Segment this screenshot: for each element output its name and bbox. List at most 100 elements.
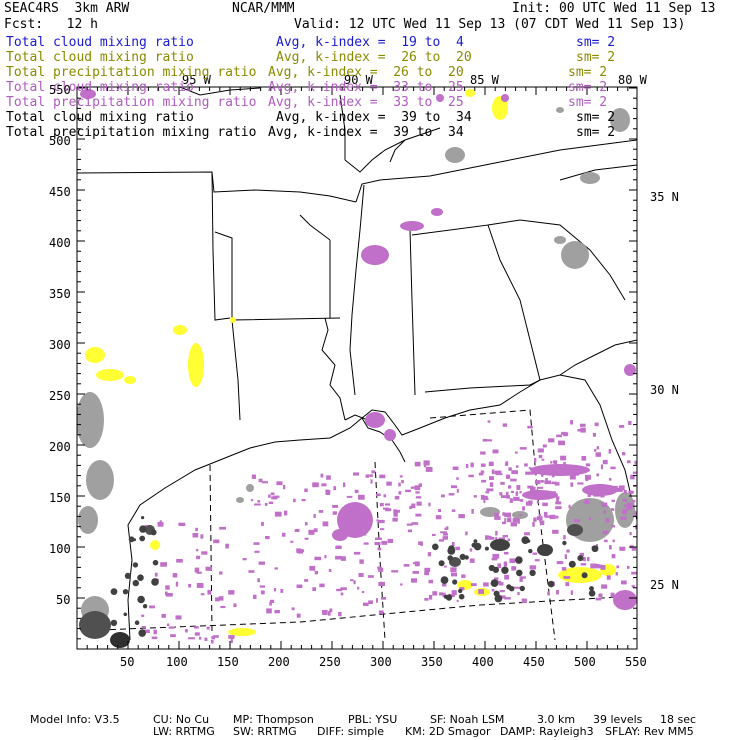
- violet-speck: [495, 530, 498, 536]
- violet-speck: [508, 485, 512, 489]
- violet-speck: [623, 490, 627, 494]
- violet-speck: [370, 479, 373, 484]
- violet-speck: [363, 602, 369, 606]
- dark-specks: [110, 516, 599, 637]
- dark-speck: [458, 588, 463, 594]
- violet-speck: [297, 549, 303, 554]
- violet-speck: [521, 598, 527, 604]
- violet-speck: [519, 447, 527, 450]
- violet-speck: [452, 466, 459, 470]
- violet-speck: [336, 588, 343, 592]
- violet-speck: [274, 567, 278, 570]
- violet-speck: [626, 502, 634, 507]
- violet-speck: [220, 606, 226, 609]
- violet-speck: [257, 500, 261, 503]
- violet-speck: [321, 483, 327, 487]
- violet-speck: [450, 567, 457, 573]
- violet-speck: [312, 482, 319, 488]
- violet-speck: [542, 444, 547, 448]
- violet-speck: [481, 479, 487, 483]
- violet-speck: [192, 533, 199, 538]
- legend-sm: sm= 2: [568, 95, 608, 110]
- violet-speck: [544, 515, 551, 518]
- violet-speck: [489, 537, 495, 540]
- x-tick-label: 550: [625, 655, 647, 669]
- dark-speck: [447, 555, 454, 561]
- violet-speck: [483, 499, 486, 504]
- violet-speck: [428, 502, 431, 507]
- violet-speck: [634, 460, 637, 465]
- violet-speck: [375, 493, 381, 497]
- violet-speck: [568, 504, 571, 509]
- violet-speck: [536, 501, 540, 504]
- violet-speck: [386, 508, 392, 512]
- legend-avg: Avg, k-index = 33 to 25: [268, 80, 464, 95]
- violet-speck: [344, 516, 349, 519]
- y-tick-label: 150: [49, 491, 71, 505]
- violet-speck: [280, 589, 284, 593]
- violet-speck: [456, 488, 459, 493]
- violet-speck: [378, 581, 385, 586]
- dark-speck: [515, 556, 523, 564]
- legend-sm: sm= 2: [576, 125, 616, 140]
- violet-speck: [274, 610, 280, 614]
- violet-speck: [348, 521, 354, 525]
- violet-speck: [368, 600, 373, 604]
- violet-speck: [418, 483, 422, 487]
- violet-speck: [500, 495, 507, 498]
- violet-speck: [519, 578, 523, 582]
- violet-speck: [596, 446, 600, 450]
- violet-speck: [432, 533, 436, 536]
- x-tick-label: 350: [421, 655, 443, 669]
- violet-speck: [466, 463, 469, 469]
- axis-ticks: [76, 87, 637, 650]
- violet-speck: [423, 465, 427, 468]
- violet-speck: [350, 579, 354, 582]
- dark-speck: [588, 590, 596, 597]
- violet-speck: [378, 567, 384, 572]
- violet-speck: [628, 420, 632, 425]
- violet-speck: [451, 572, 457, 577]
- violet-speck: [471, 583, 477, 586]
- violet-speck: [340, 587, 347, 591]
- legend-sm: sm= 2: [576, 110, 616, 125]
- violet-speck: [151, 636, 158, 640]
- violet-speck: [563, 462, 566, 465]
- violet-speck: [545, 478, 548, 483]
- violet-speck: [196, 555, 201, 560]
- violet-speck: [528, 500, 533, 505]
- violet-speck: [499, 590, 505, 593]
- violet-speck: [296, 613, 301, 618]
- violet-speck: [511, 470, 518, 475]
- violet-speck: [577, 429, 582, 432]
- violet-speck: [552, 529, 559, 534]
- violet-speck: [378, 519, 385, 524]
- violet-speck: [391, 570, 399, 573]
- violet-speck: [319, 583, 325, 588]
- violet-speck: [365, 474, 369, 478]
- violet-speck: [450, 485, 458, 489]
- violet-speck: [629, 532, 632, 536]
- violet-speck: [611, 485, 618, 490]
- dark-speck: [124, 572, 131, 580]
- violet-speck: [451, 509, 456, 512]
- violet-speck: [175, 615, 182, 620]
- violet-speck: [580, 427, 586, 433]
- dark-speck: [501, 566, 509, 574]
- violet-speck: [538, 513, 541, 517]
- violet-speck: [266, 608, 272, 614]
- dark-speck: [458, 593, 465, 600]
- violet-speck: [425, 467, 433, 472]
- dark-speck: [110, 588, 118, 595]
- violet-speck: [161, 613, 166, 618]
- violet-speck: [363, 531, 367, 536]
- violet-speck: [141, 614, 145, 617]
- violet-speck: [322, 521, 329, 527]
- violet-speck: [270, 492, 275, 496]
- violet-speck: [530, 471, 538, 475]
- violet-speck: [483, 582, 489, 587]
- violet-speck: [585, 479, 589, 482]
- violet-speck: [398, 491, 402, 495]
- violet-speck: [219, 571, 223, 575]
- violet-speck: [532, 521, 535, 527]
